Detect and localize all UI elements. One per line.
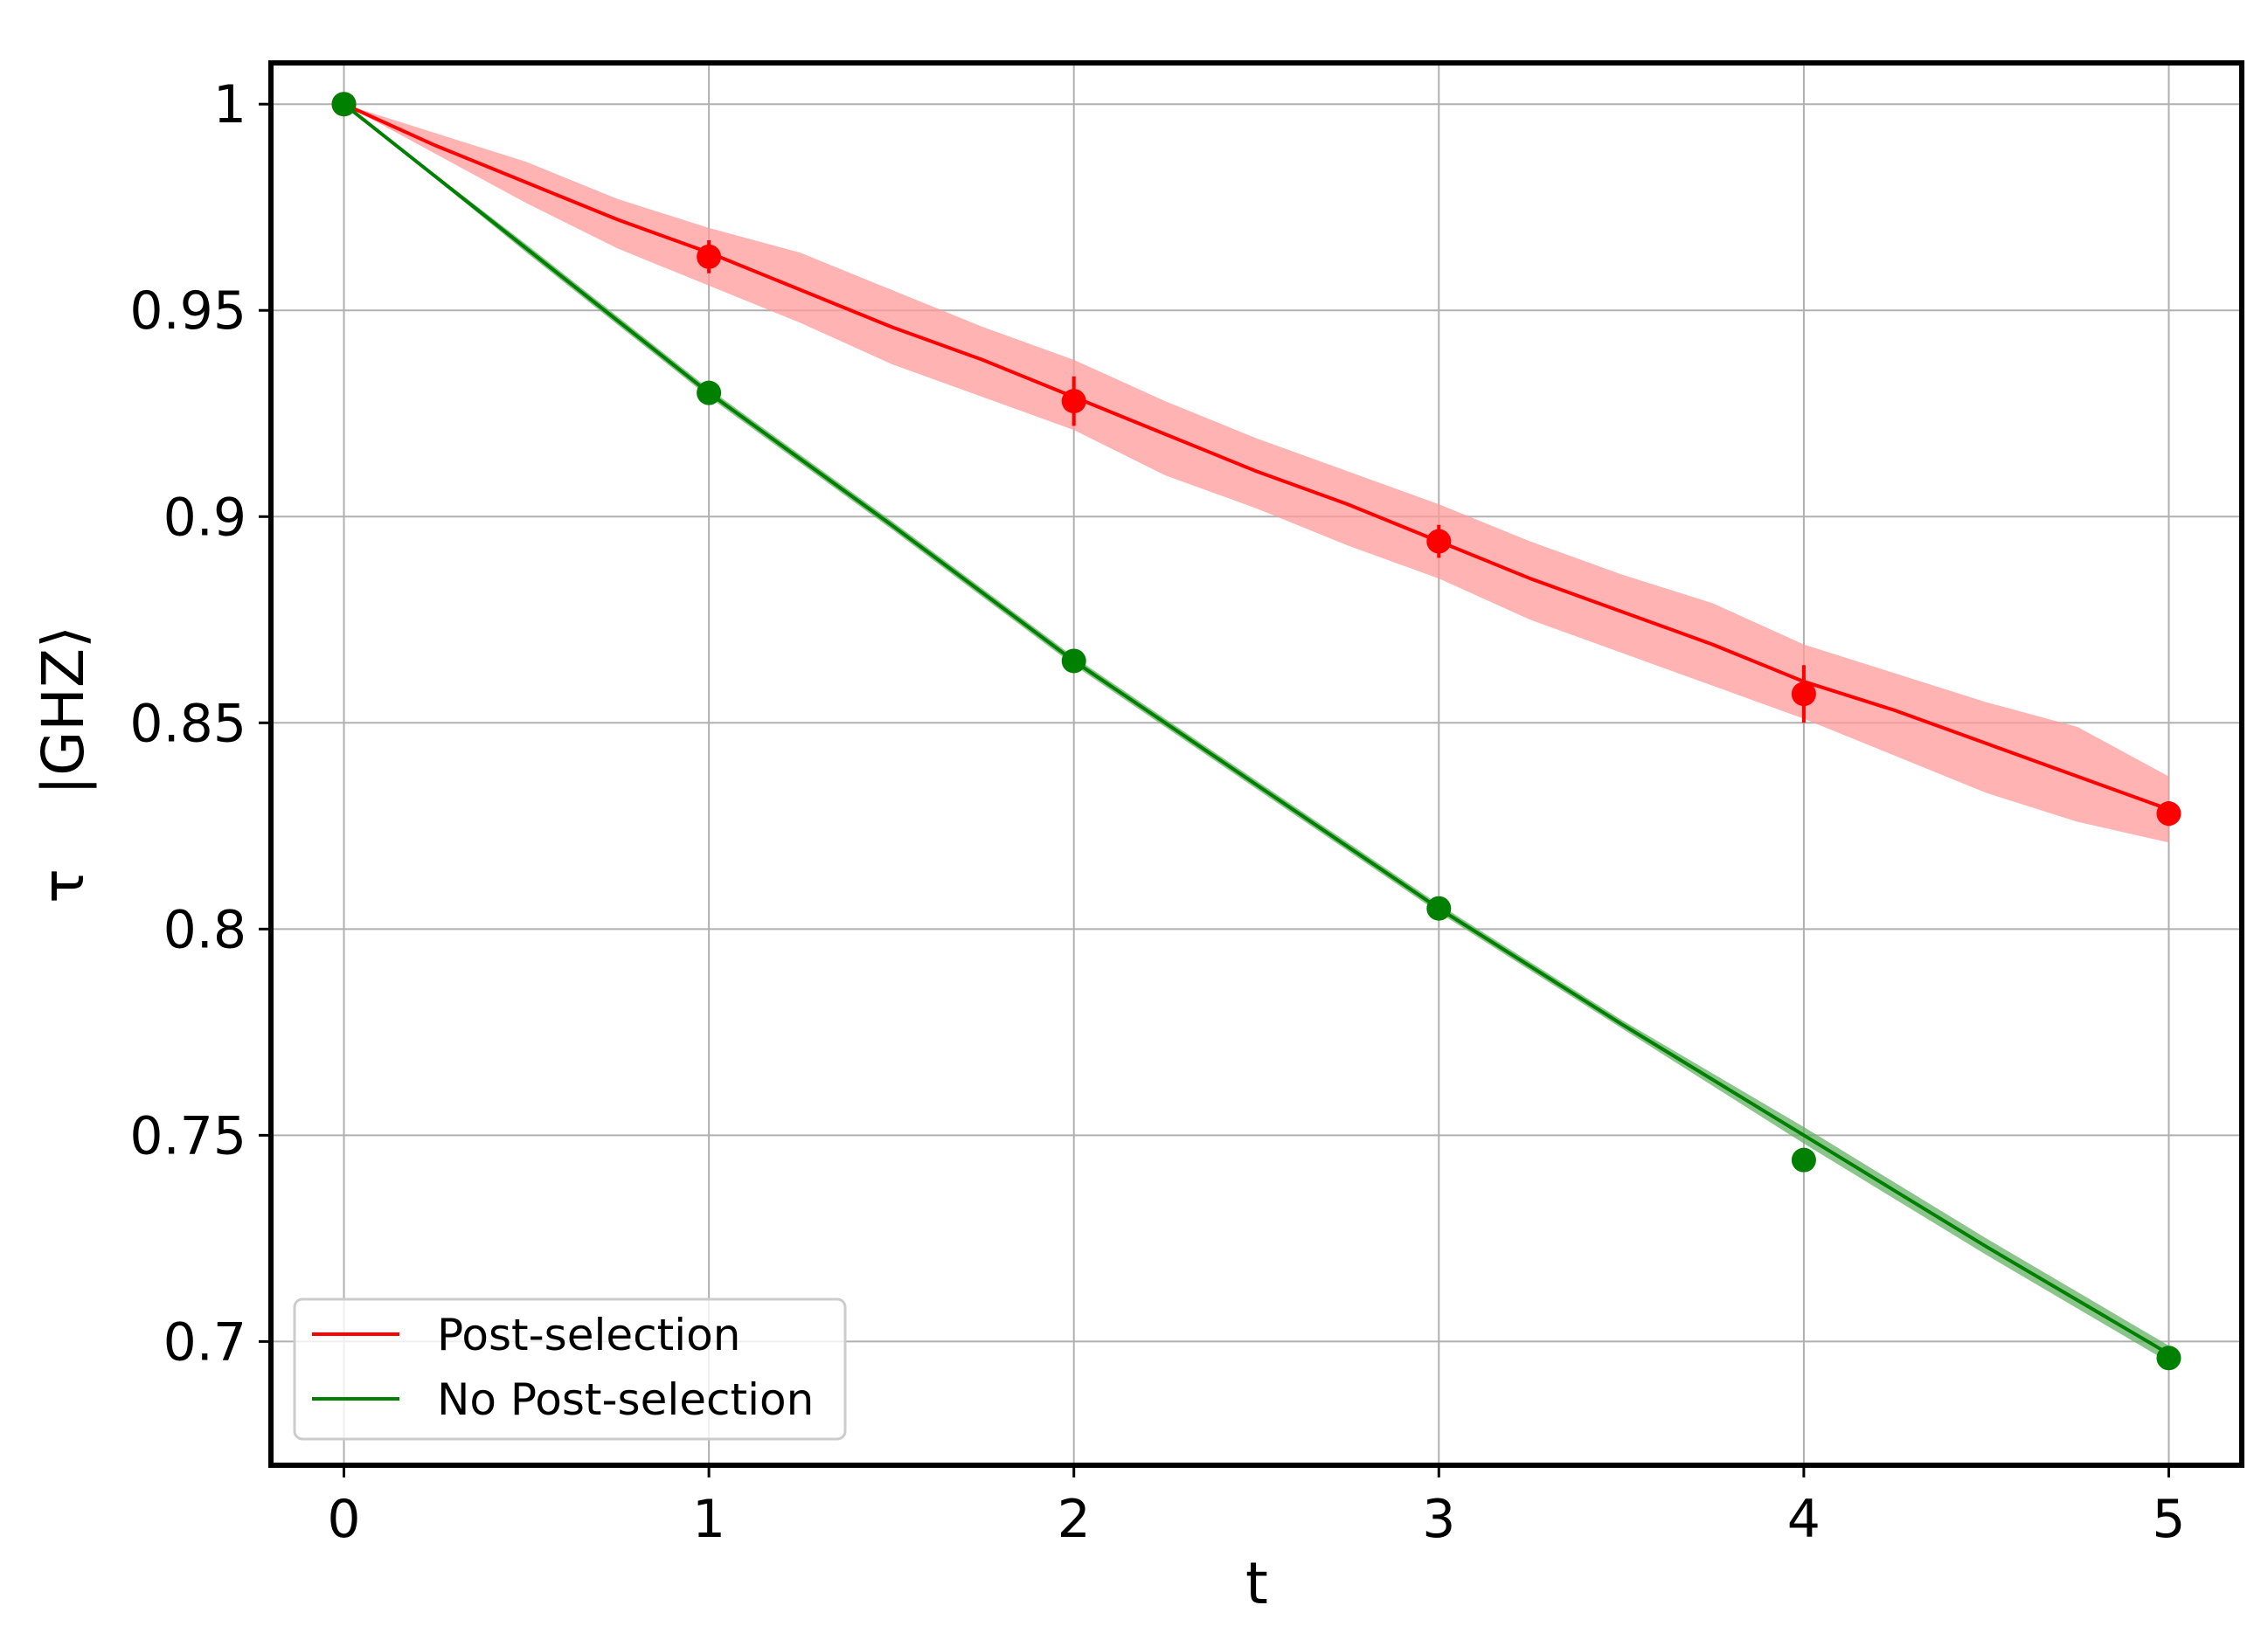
point-post-selection-1 [697,244,722,269]
y-tick-label-4: 0.9 [163,487,246,548]
legend-label-post-selection: Post-selection [437,1310,740,1360]
x-tick-label-4: 4 [1787,1489,1821,1550]
x-axis-label: t [1245,1550,1268,1617]
x-tick-label-5: 5 [2152,1489,2185,1550]
x-axis-ticks: 0 1 2 3 4 5 [327,1465,2186,1550]
x-tick-label-0: 0 [327,1489,360,1550]
x-tick-label-2: 2 [1058,1489,1091,1550]
series-lines [343,102,2170,1356]
legend: Post-selection No Post-selection [293,1297,847,1441]
y-tick-label-3: 0.85 [129,693,246,754]
legend-label-no-post-selection: No Post-selection [437,1374,814,1425]
legend-box [293,1297,847,1441]
point-no-post-selection-1 [697,380,722,405]
y-tick-label-5: 0.95 [129,280,246,342]
plot-frame [268,60,2244,1468]
line-post-selection [343,102,2170,812]
point-post-selection-4 [1791,682,1816,707]
data-markers [331,92,2181,1371]
point-post-selection-5 [2156,801,2181,827]
x-tick-label-3: 3 [1422,1489,1455,1550]
line-no-post-selection [343,102,2170,1356]
point-no-post-selection-2 [1061,648,1086,674]
y-tick-label-6: 1 [213,74,246,135]
point-post-selection-3 [1426,529,1452,554]
y-tick-label-0: 0.7 [163,1311,246,1373]
y-axis-label: τ |GHZ⟩ [30,626,97,903]
y-tick-label-2: 0.8 [163,899,246,960]
point-no-post-selection-3 [1426,896,1452,921]
y-tick-label-1: 0.75 [129,1105,246,1166]
x-tick-label-1: 1 [692,1489,725,1550]
point-no-post-selection-4 [1791,1147,1816,1173]
point-no-post-selection-0 [331,92,357,117]
point-post-selection-2 [1061,389,1086,414]
point-no-post-selection-5 [2156,1346,2181,1371]
y-axis-ticks: 0.7 0.75 0.8 0.85 0.9 0.95 1 [129,74,271,1373]
